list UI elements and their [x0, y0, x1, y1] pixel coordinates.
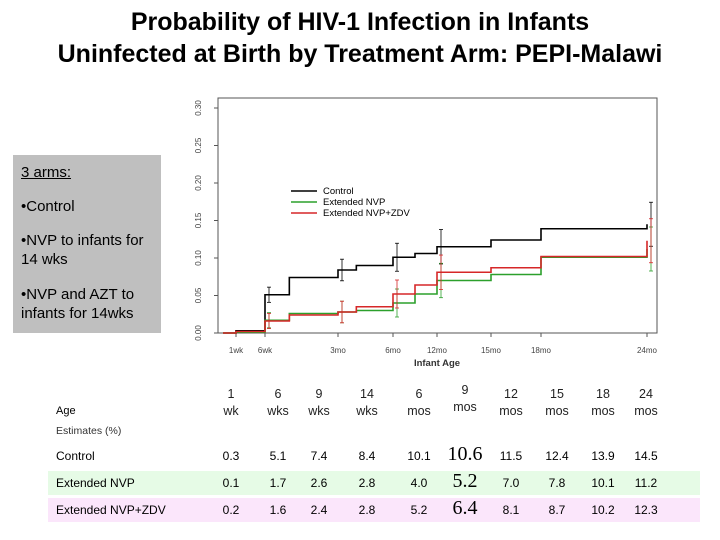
- column-header-unit: mos: [545, 404, 569, 418]
- table-cell: 10.6: [447, 443, 483, 465]
- column-header-number: 6: [415, 387, 423, 401]
- table-cell: 0.3: [222, 449, 240, 463]
- arms-heading: 3 arms:: [21, 164, 72, 181]
- column-header-unit: mos: [591, 404, 615, 418]
- table-cell: 10.2: [591, 503, 615, 517]
- table-cell: 4.0: [410, 476, 428, 490]
- table-cell: 0.1: [222, 476, 240, 490]
- legend-label: Extended NVP+ZDV: [323, 208, 411, 219]
- y-tick-label: 0.20: [194, 175, 203, 191]
- column-header: 1 wk: [206, 386, 256, 420]
- column-header-unit: wks: [308, 404, 330, 418]
- x-tick-label: 15mo: [481, 346, 502, 355]
- table-cell: 10.1: [407, 449, 431, 463]
- x-tick-label: 6wk: [258, 346, 273, 355]
- table-cell: 10.1: [591, 476, 615, 490]
- plot-frame: [217, 97, 658, 334]
- row-label: Extended NVP: [56, 476, 135, 490]
- x-axis-label: Infant Age: [414, 358, 460, 369]
- table-cell: 5.2: [452, 470, 478, 492]
- treatment-arms-box: 3 arms: •Control •NVP to infants for 14 …: [13, 155, 161, 333]
- column-header-number: 24: [639, 387, 653, 401]
- column-header: 18 mos: [578, 386, 628, 420]
- table-cell: 8.7: [548, 503, 566, 517]
- table-cell: 12.3: [634, 503, 658, 517]
- column-header: 9 wks: [294, 386, 344, 420]
- x-tick-label: 6mo: [385, 346, 401, 355]
- column-header-number: 14: [360, 387, 374, 401]
- table-cell: 2.8: [358, 476, 376, 490]
- arm-nvp-azt: •NVP and AZT to infants for 14wks: [21, 286, 135, 322]
- arm-control: •Control: [21, 198, 75, 215]
- y-tick-label: 0.10: [194, 250, 203, 266]
- estimates-label: Estimates (%): [56, 425, 122, 437]
- column-header: 12 mos: [486, 386, 536, 420]
- age-label: Age: [56, 405, 76, 417]
- table-cell: 11.5: [499, 449, 523, 463]
- table-cell: 12.4: [545, 449, 569, 463]
- column-header-unit: mos: [499, 404, 523, 418]
- y-tick-label: 0.30: [194, 100, 203, 116]
- column-header-unit: wks: [267, 404, 289, 418]
- y-tick-label: 0.15: [194, 212, 203, 228]
- column-header-number: 6: [274, 387, 282, 401]
- table-cell: 1.6: [269, 503, 287, 517]
- table-cell: 2.4: [310, 503, 328, 517]
- column-header: 14 wks: [342, 386, 392, 420]
- column-header-unit: mos: [453, 400, 477, 414]
- column-header: 9 mos: [440, 382, 490, 416]
- column-header: 6 wks: [253, 386, 303, 420]
- table-row: [48, 444, 700, 468]
- series-line: [223, 224, 648, 334]
- table-cell: 7.0: [502, 476, 520, 490]
- x-tick-label: 24mo: [637, 346, 658, 355]
- table-cell: 13.9: [591, 449, 615, 463]
- column-header-unit: mos: [634, 404, 658, 418]
- column-header-number: 1: [227, 387, 235, 401]
- table-cell: 8.4: [358, 449, 376, 463]
- table-row: [48, 498, 700, 522]
- y-tick-label: 0.25: [194, 137, 203, 153]
- column-header: 24 mos: [621, 386, 671, 420]
- x-tick-label: 1wk: [229, 346, 244, 355]
- table-cell: 14.5: [634, 449, 658, 463]
- table-cell: 2.6: [310, 476, 328, 490]
- column-header: 6 mos: [394, 386, 444, 420]
- column-header-unit: wk: [223, 404, 239, 418]
- km-curve-plot: 0.00 0.05 0.10 0.15 0.20 0.25 0.30 1wk 6wk 3mo 6mo…: [194, 97, 658, 369]
- table-cell: 1.7: [269, 476, 287, 490]
- column-header-unit: wks: [356, 404, 378, 418]
- legend-label: Extended NVP: [323, 197, 385, 208]
- table-cell: 11.2: [634, 476, 658, 490]
- row-label: Extended NVP+ZDV: [56, 503, 166, 517]
- x-tick-label: 18mo: [531, 346, 552, 355]
- table-cell: 5.2: [410, 503, 428, 517]
- slide-title: Probability of HIV-1 Infection in Infant…: [0, 6, 720, 70]
- table-cell: 6.4: [452, 497, 478, 519]
- table-cell: 0.2: [222, 503, 240, 517]
- column-header-number: 12: [504, 387, 518, 401]
- table-row: [48, 471, 700, 495]
- table-cell: 2.8: [358, 503, 376, 517]
- x-tick-label: 3mo: [330, 346, 346, 355]
- legend-label: Control: [323, 186, 354, 197]
- series-line: [223, 240, 648, 334]
- table-cell: 7.4: [310, 449, 328, 463]
- arm-nvp: •NVP to infants for 14 wks: [21, 232, 144, 268]
- y-tick-label: 0.05: [194, 287, 203, 303]
- table-cell: 5.1: [269, 449, 287, 463]
- column-header-unit: mos: [407, 404, 431, 418]
- title-line-1: Probability of HIV-1 Infection in Infant…: [130, 8, 590, 36]
- column-header: 15 mos: [532, 386, 582, 420]
- x-tick-label: 12mo: [427, 346, 448, 355]
- column-header-number: 9: [315, 387, 323, 401]
- column-header-number: 18: [596, 387, 610, 401]
- table-cell: 7.8: [548, 476, 566, 490]
- table-cell: 8.1: [502, 503, 520, 517]
- column-header-number: 15: [550, 387, 564, 401]
- title-line-2: Uninfected at Birth by Treatment Arm: PE…: [57, 40, 663, 68]
- column-header-number: 9: [461, 383, 469, 397]
- y-tick-label: 0.00: [194, 325, 203, 341]
- row-label: Control: [56, 449, 95, 463]
